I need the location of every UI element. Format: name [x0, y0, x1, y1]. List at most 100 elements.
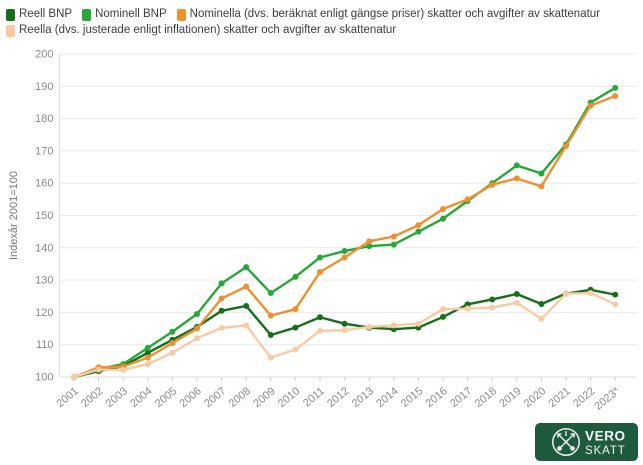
legend-label-nominella-skatter: Nominella (dvs. beräknat enligt gängse p… [189, 8, 601, 20]
data-point [464, 305, 471, 312]
y-tick-label: 200 [35, 49, 53, 61]
x-tick-label: 2018 [473, 385, 499, 410]
x-tick-label: 2009 [251, 385, 277, 410]
data-point [194, 335, 200, 342]
data-point [341, 248, 348, 255]
data-point [489, 304, 496, 311]
data-point [390, 241, 397, 248]
y-tick-label: 180 [35, 113, 53, 125]
x-tick-label: 2006 [177, 385, 203, 410]
data-point [144, 361, 151, 368]
x-tick-label: 2023* [592, 385, 622, 413]
data-point [218, 295, 225, 302]
y-tick-label: 150 [35, 210, 53, 222]
data-point [194, 311, 200, 318]
data-point [612, 291, 619, 298]
logo-background [535, 423, 638, 461]
data-point [317, 254, 323, 261]
data-point [267, 332, 274, 339]
data-point [390, 322, 397, 329]
x-tick-label: 2005 [153, 385, 179, 410]
x-tick-label: 2017 [448, 385, 474, 410]
data-point [267, 312, 274, 319]
x-tick-label: 2007 [202, 385, 228, 410]
legend-item-reella-skatter: Reella (dvs. justerade enligt inflatione… [6, 23, 396, 38]
data-point [415, 222, 422, 229]
x-tick-label: 2021 [546, 385, 572, 410]
vero-skatt-logo: VERO SKATT [535, 423, 638, 461]
data-point [341, 320, 348, 327]
legend-swatch-nominella-skatter [176, 8, 186, 21]
x-tick-label: 2002 [79, 385, 105, 410]
x-tick-label: 2016 [423, 385, 449, 410]
data-point [317, 269, 323, 276]
legend-item-nominell-bnp: Nominell BNP [82, 7, 167, 22]
data-point [513, 290, 520, 297]
data-point [612, 84, 619, 91]
legend-label-reella-skatter: Reella (dvs. justerade enligt inflatione… [19, 24, 397, 36]
legend-swatch-reell-bnp [6, 8, 15, 21]
data-point [144, 349, 151, 356]
data-point [243, 322, 250, 329]
x-tick-label: 2012 [325, 385, 351, 410]
x-tick-label: 2008 [227, 385, 253, 410]
data-point [464, 196, 471, 203]
chart-legend: Reell BNP Nominell BNP Nominella (dvs. b… [6, 7, 638, 38]
legend-label-nominell-bnp: Nominell BNP [95, 8, 167, 20]
data-point [415, 320, 422, 327]
data-point [366, 243, 373, 250]
y-tick-label: 100 [35, 372, 53, 384]
data-point [366, 323, 373, 330]
y-tick-label: 110 [36, 339, 54, 351]
data-point [440, 215, 446, 222]
y-tick-label: 120 [35, 307, 53, 319]
data-point [513, 175, 520, 182]
data-point [563, 290, 569, 297]
legend-swatch-reella-skatter [6, 24, 15, 37]
data-point [440, 313, 446, 320]
legend-swatch-nominell-bnp [82, 8, 92, 21]
data-point [415, 228, 422, 235]
data-point [587, 290, 594, 297]
data-point [489, 296, 496, 303]
data-point [169, 328, 176, 335]
data-point [538, 183, 545, 190]
data-point [440, 306, 446, 313]
x-tick-label: 2010 [276, 385, 302, 410]
data-point [267, 290, 274, 297]
data-point [341, 327, 348, 334]
data-point [218, 307, 225, 314]
data-point [218, 324, 225, 331]
data-point [144, 344, 151, 351]
data-point [563, 143, 569, 150]
legend-item-nominella-skatter: Nominella (dvs. beräknat enligt gängse p… [176, 7, 601, 22]
data-point [144, 354, 151, 361]
data-point [513, 162, 520, 169]
data-point [292, 306, 299, 313]
data-point [587, 102, 594, 109]
x-tick-label: 2011 [301, 385, 327, 409]
data-point [120, 366, 127, 373]
data-point [366, 238, 373, 245]
data-point [317, 314, 323, 321]
data-point [267, 354, 274, 361]
series-line-2 [72, 94, 617, 379]
data-point [292, 273, 299, 280]
data-point [317, 327, 323, 334]
data-point [513, 299, 520, 306]
y-tick-label: 130 [35, 275, 53, 287]
data-point [489, 181, 496, 188]
y-tick-label: 170 [35, 145, 53, 157]
logo-text-vero: VERO [585, 429, 626, 444]
data-point [612, 301, 619, 308]
data-point [71, 374, 77, 380]
data-point [169, 349, 176, 356]
y-axis-title: Indexår 2001=100 [8, 171, 20, 260]
legend-label-reell-bnp: Reell BNP [19, 8, 73, 20]
data-point [464, 301, 471, 308]
x-tick-label: 2003 [104, 385, 130, 410]
logo-text-skatt: SKATT [585, 445, 626, 457]
y-tick-label: 190 [35, 81, 53, 93]
